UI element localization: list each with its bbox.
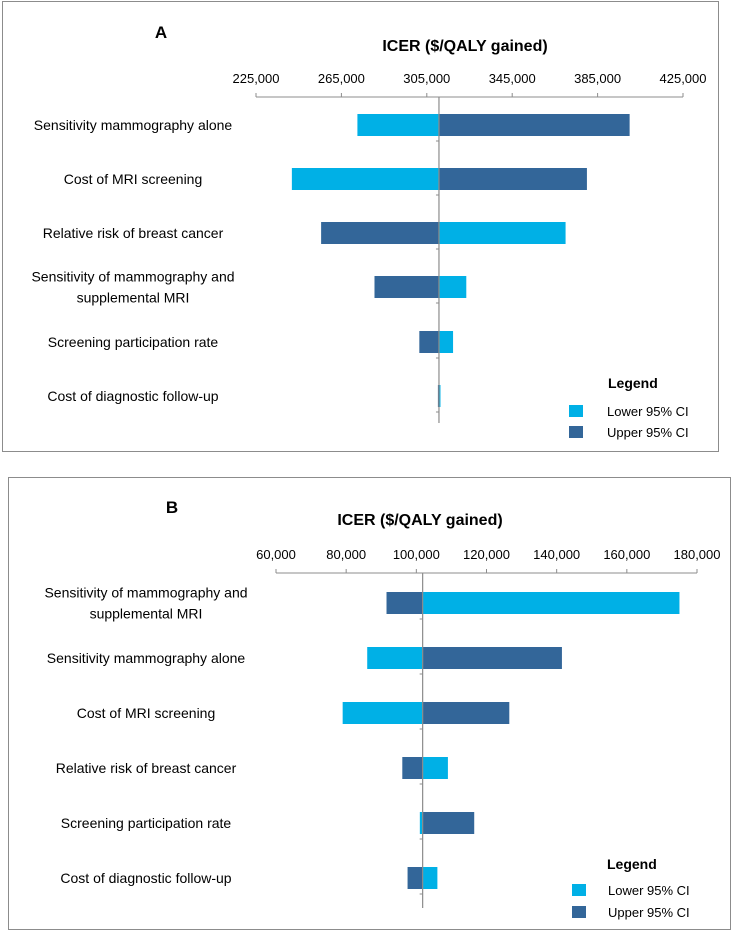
legend-item-label: Upper 95% CI — [608, 905, 690, 920]
bar-lower-95-ci — [422, 757, 448, 779]
legend-item-label: Lower 95% CI — [608, 883, 690, 898]
x-tick-label: 100,000 — [393, 547, 440, 562]
category-label: Screening participation rate — [48, 334, 219, 350]
category-label: Cost of MRI screening — [64, 171, 203, 187]
legend-title: Legend — [607, 856, 657, 872]
bar-upper-95-ci — [419, 331, 439, 353]
bar-lower-95-ci — [438, 222, 566, 244]
x-tick-label: 225,000 — [233, 71, 280, 86]
x-tick-label: 265,000 — [318, 71, 365, 86]
bar-upper-95-ci — [422, 647, 562, 669]
x-tick-label: 305,000 — [403, 71, 450, 86]
x-tick-label: 160,000 — [603, 547, 650, 562]
chart-panel-b: B ICER ($/QALY gained) 60,000 80,000 100,000… — [8, 477, 731, 930]
bar-lower-95-ci — [422, 592, 680, 614]
x-tick-label: 80,000 — [326, 547, 366, 562]
bar-lower-95-ci — [422, 867, 438, 889]
bar-upper-95-ci — [402, 757, 423, 779]
bar-lower-95-ci — [357, 114, 439, 136]
category-label: Relative risk of breast cancer — [43, 225, 224, 241]
tornado-chart-a: A ICER ($/QALY gained) 225,000 265,000 305,0… — [31, 23, 707, 440]
legend-item-label: Upper 95% CI — [607, 425, 689, 440]
chart-panel-a: A ICER ($/QALY gained) 225,000 265,000 305,0… — [2, 1, 719, 452]
x-tick-label: 425,000 — [660, 71, 707, 86]
category-label: Sensitivity mammography alone — [34, 117, 233, 133]
category-label: Cost of diagnostic follow-up — [60, 870, 231, 886]
bar-upper-95-ci — [438, 168, 587, 190]
bar-upper-95-ci — [438, 114, 630, 136]
bar-upper-95-ci — [422, 702, 510, 724]
category-label: Relative risk of breast cancer — [56, 760, 237, 776]
legend-swatch-upper — [569, 426, 583, 438]
category-label: Sensitivity of mammography and — [31, 269, 234, 285]
category-label: supplemental MRI — [90, 606, 203, 622]
x-tick-label: 120,000 — [463, 547, 510, 562]
category-label: Screening participation rate — [61, 815, 232, 831]
x-tick-label: 345,000 — [489, 71, 536, 86]
bar-lower-95-ci — [291, 168, 439, 190]
category-label: Cost of MRI screening — [77, 705, 216, 721]
bar-lower-95-ci — [419, 812, 423, 834]
category-label: supplemental MRI — [77, 290, 190, 306]
category-label: Sensitivity mammography alone — [47, 650, 246, 666]
tornado-chart-b: B ICER ($/QALY gained) 60,000 80,000 100,000… — [44, 498, 721, 920]
category-label: Cost of diagnostic follow-up — [47, 388, 218, 404]
bar-upper-95-ci — [321, 222, 439, 244]
bar-upper-95-ci — [422, 812, 475, 834]
bar-lower-95-ci — [367, 647, 423, 669]
bar-upper-95-ci — [374, 276, 439, 298]
legend-swatch-lower — [569, 405, 583, 417]
x-tick-label: 180,000 — [674, 547, 721, 562]
bar-upper-95-ci — [407, 867, 423, 889]
chart-title: ICER ($/QALY gained) — [382, 38, 547, 55]
panel-label: A — [155, 23, 167, 42]
bar-lower-95-ci — [438, 385, 441, 407]
bar-upper-95-ci — [386, 592, 423, 614]
legend-title: Legend — [608, 375, 658, 391]
bar-lower-95-ci — [438, 331, 454, 353]
legend-item-label: Lower 95% CI — [607, 404, 689, 419]
panel-label: B — [166, 498, 178, 517]
legend-swatch-upper — [572, 906, 586, 918]
chart-title: ICER ($/QALY gained) — [337, 512, 502, 529]
x-tick-label: 60,000 — [256, 547, 296, 562]
x-tick-label: 385,000 — [574, 71, 621, 86]
bar-lower-95-ci — [438, 276, 467, 298]
legend-swatch-lower — [572, 884, 586, 896]
x-tick-label: 140,000 — [533, 547, 580, 562]
category-label: Sensitivity of mammography and — [44, 585, 247, 601]
bar-lower-95-ci — [342, 702, 423, 724]
